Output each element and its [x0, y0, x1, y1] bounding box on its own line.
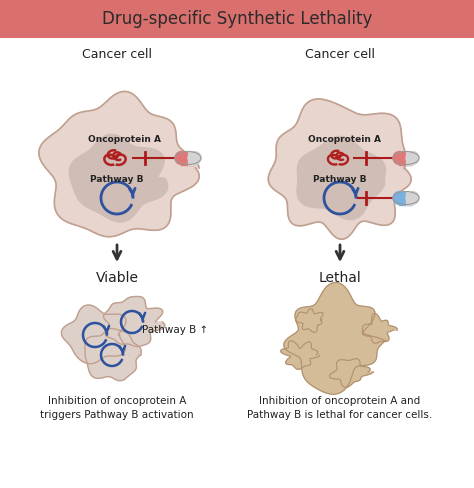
- Polygon shape: [103, 297, 165, 346]
- Text: Pathway B: Pathway B: [313, 176, 367, 184]
- Polygon shape: [39, 91, 199, 237]
- Bar: [400, 151, 412, 164]
- Text: Pathway B: Pathway B: [90, 176, 144, 184]
- Polygon shape: [268, 99, 411, 239]
- Polygon shape: [69, 134, 168, 222]
- Bar: [182, 151, 194, 164]
- Polygon shape: [284, 283, 385, 394]
- Text: Inhibition of oncoprotein A and
Pathway B is lethal for cancer cells.: Inhibition of oncoprotein A and Pathway …: [247, 396, 433, 420]
- Text: Pathway B ↑: Pathway B ↑: [142, 325, 208, 335]
- Ellipse shape: [406, 151, 419, 164]
- Polygon shape: [62, 305, 126, 364]
- Ellipse shape: [188, 151, 201, 164]
- Bar: [400, 191, 412, 204]
- Polygon shape: [297, 137, 385, 220]
- Ellipse shape: [393, 151, 406, 164]
- Text: Cancer cell: Cancer cell: [305, 48, 375, 61]
- Polygon shape: [281, 341, 320, 369]
- Polygon shape: [296, 309, 323, 332]
- Text: Viable: Viable: [95, 271, 138, 285]
- Text: Lethal: Lethal: [319, 271, 361, 285]
- Ellipse shape: [175, 151, 188, 164]
- Polygon shape: [85, 328, 141, 381]
- Text: Cancer cell: Cancer cell: [82, 48, 152, 61]
- Polygon shape: [362, 313, 397, 343]
- Bar: [406, 191, 412, 204]
- Bar: [0, 0, 474, 38]
- Bar: [188, 151, 194, 164]
- Text: Oncoprotein A: Oncoprotein A: [309, 136, 382, 144]
- Polygon shape: [329, 359, 374, 387]
- Text: Inhibition of oncoprotein A
triggers Pathway B activation: Inhibition of oncoprotein A triggers Pat…: [40, 396, 194, 420]
- Ellipse shape: [393, 191, 406, 204]
- Ellipse shape: [406, 191, 419, 204]
- Text: Oncoprotein A: Oncoprotein A: [89, 136, 162, 144]
- Text: Drug-specific Synthetic Lethality: Drug-specific Synthetic Lethality: [102, 10, 372, 28]
- Bar: [406, 151, 412, 164]
